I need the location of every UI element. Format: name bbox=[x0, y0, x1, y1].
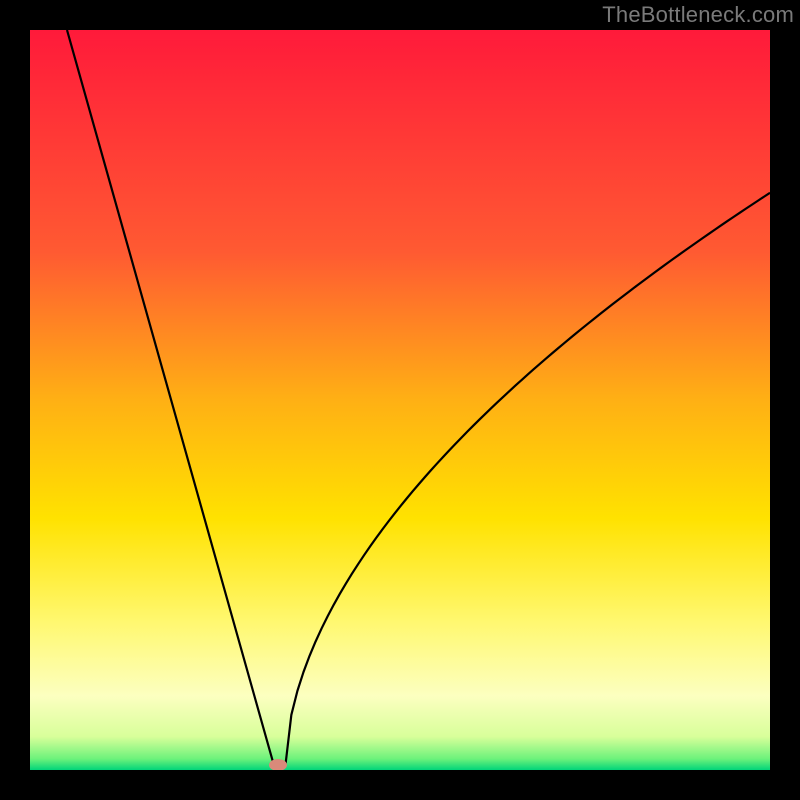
curve-layer bbox=[30, 30, 770, 770]
watermark-text: TheBottleneck.com bbox=[602, 2, 794, 28]
plot-area bbox=[30, 30, 770, 770]
bottleneck-curve-path bbox=[67, 30, 770, 766]
optimal-point-marker bbox=[269, 759, 287, 770]
